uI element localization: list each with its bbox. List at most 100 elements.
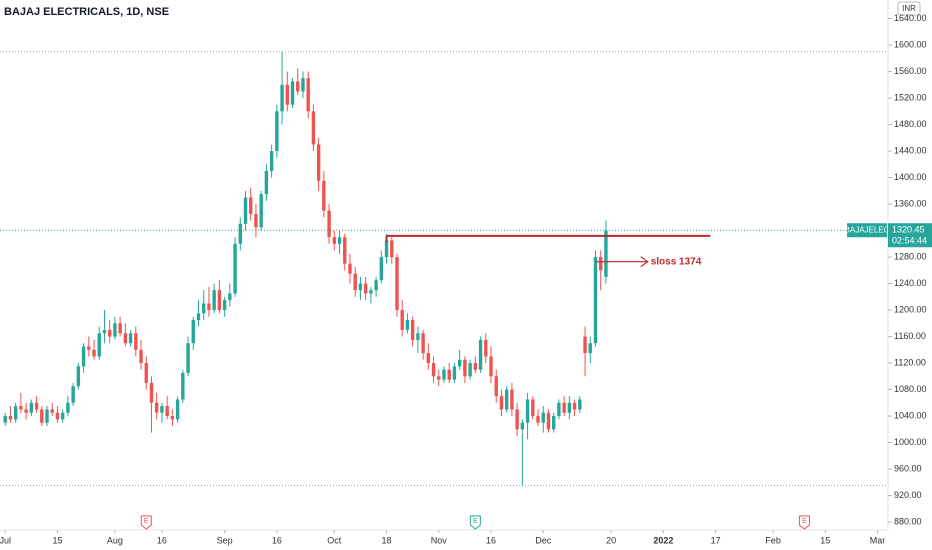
y-tick-label: 880.00 <box>894 516 922 526</box>
candle-body <box>452 366 457 380</box>
candle-body <box>588 343 592 354</box>
candle-body <box>437 376 441 380</box>
candle-body <box>212 290 216 311</box>
candle-body <box>113 323 117 337</box>
candle-body <box>337 237 342 244</box>
candle-body <box>217 290 222 311</box>
y-tick-label: 1480.00 <box>894 119 927 129</box>
candle-body <box>107 329 112 337</box>
candle-body <box>275 111 279 152</box>
x-tick-label: Oct <box>327 535 342 545</box>
candle-body <box>599 257 603 271</box>
candle-body <box>322 180 326 211</box>
y-tick-label: 1640.00 <box>894 13 927 23</box>
candle-body <box>249 197 253 214</box>
candle-body <box>269 151 274 171</box>
event-label: E <box>802 518 807 525</box>
candle-body <box>243 197 248 224</box>
arrow-head <box>640 256 649 268</box>
candle-body <box>410 319 415 340</box>
candle-body <box>191 319 195 344</box>
candle-body <box>515 409 519 430</box>
candle-body <box>186 343 190 373</box>
x-tick-label: 17 <box>711 535 721 545</box>
y-tick-label: 1080.00 <box>894 384 927 394</box>
candle-body <box>60 412 65 420</box>
candle-body <box>468 363 472 377</box>
candle-body <box>395 257 399 311</box>
candle-body <box>175 399 180 420</box>
candle-body <box>87 346 91 350</box>
x-tick-label: 18 <box>382 535 392 545</box>
candle-body <box>546 412 551 430</box>
y-tick-label: 1120.00 <box>894 357 926 367</box>
candle-body <box>19 406 23 410</box>
candle-body <box>66 402 70 413</box>
candle-body <box>92 349 96 357</box>
candle-body <box>301 78 305 92</box>
candle-body <box>489 356 493 377</box>
y-tick-label: 1400.00 <box>894 172 927 182</box>
candle-body <box>327 210 331 238</box>
candle-body <box>531 399 535 417</box>
candle-body <box>463 359 467 377</box>
candle-body <box>457 359 462 367</box>
candle-body <box>149 382 154 403</box>
currency: INR <box>902 4 916 13</box>
candle-body <box>311 111 316 145</box>
candle-body <box>264 170 269 195</box>
candle-body <box>8 416 13 420</box>
candle-body <box>222 300 227 311</box>
candle-body <box>525 399 530 423</box>
candle-body <box>374 280 378 291</box>
candle-body <box>13 406 18 420</box>
price-label: 1320.45 <box>892 225 925 235</box>
x-tick-label: Mar <box>870 535 886 545</box>
candle-body <box>562 402 566 413</box>
candle-body <box>583 336 587 354</box>
candle-body <box>259 194 263 228</box>
event-label: E <box>144 518 149 525</box>
y-tick-label: 960.00 <box>894 463 922 473</box>
candle-body <box>405 319 410 330</box>
candle-body <box>128 333 133 344</box>
x-tick-label: Jul <box>0 535 11 545</box>
candle-body <box>551 416 556 430</box>
candle-body <box>353 273 357 291</box>
candle-body <box>24 409 28 413</box>
x-tick-label: 16 <box>157 535 167 545</box>
candle-body <box>316 144 321 181</box>
candle-body <box>155 402 159 413</box>
candle-body <box>50 409 54 413</box>
x-tick-label: Nov <box>431 535 448 545</box>
y-tick-label: 1160.00 <box>894 331 926 341</box>
event-marker <box>140 515 152 530</box>
candle-body <box>369 290 373 294</box>
y-tick-label: 1000.00 <box>894 437 927 447</box>
candle-body <box>400 310 404 330</box>
y-tick-label: 1360.00 <box>894 198 927 208</box>
y-tick-label: 1040.00 <box>894 410 927 420</box>
x-tick-label: 20 <box>606 535 616 545</box>
candle-body <box>81 346 86 367</box>
candle-body <box>34 402 39 410</box>
candle-body <box>165 406 169 417</box>
candle-body <box>557 402 561 417</box>
x-tick-label: 15 <box>820 535 830 545</box>
candle-body <box>123 333 128 344</box>
candle-body <box>3 416 7 423</box>
candle-body <box>134 333 138 350</box>
candle-body <box>421 333 425 354</box>
candle-body <box>76 366 81 387</box>
symbol-label: BAJAJELEC <box>845 225 890 234</box>
currency-box <box>897 1 921 16</box>
x-tick-label: Feb <box>765 535 781 545</box>
candle-body <box>233 243 237 294</box>
candle-body <box>296 81 300 92</box>
symbol-box <box>847 223 887 238</box>
candle-body <box>510 389 514 410</box>
candle-body <box>285 84 289 105</box>
candle-body <box>494 376 498 397</box>
